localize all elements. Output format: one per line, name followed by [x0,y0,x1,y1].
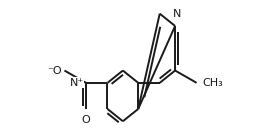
Text: CH₃: CH₃ [203,78,223,88]
Text: N⁺: N⁺ [69,78,84,88]
Text: O: O [82,115,90,125]
Text: N: N [173,9,182,19]
Text: ⁻O: ⁻O [47,66,62,75]
